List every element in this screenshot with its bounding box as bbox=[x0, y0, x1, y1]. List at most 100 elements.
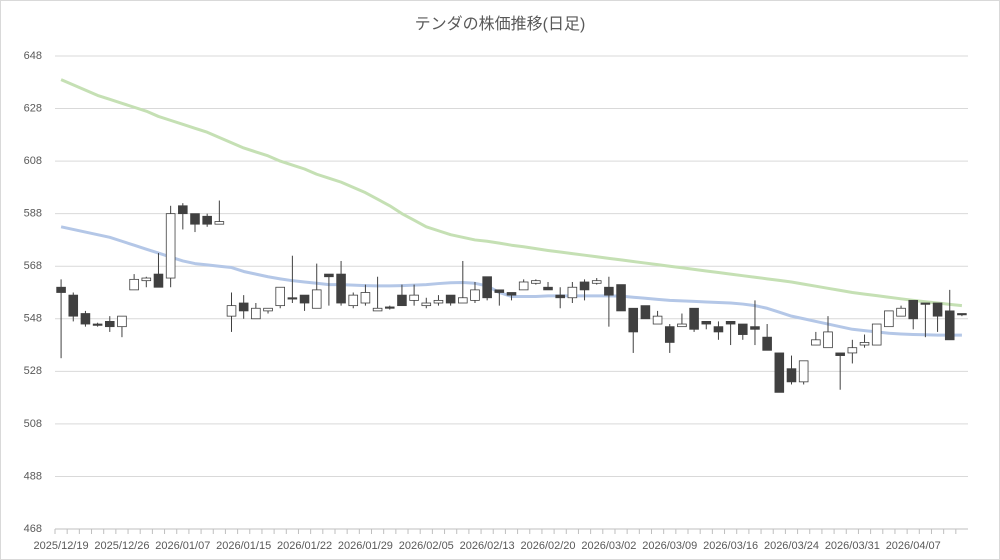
candle-body bbox=[226, 305, 237, 317]
candle-body bbox=[531, 280, 541, 284]
x-tick-label: 2026/03/16 bbox=[703, 540, 758, 552]
candle-body bbox=[433, 299, 444, 304]
y-tick-label: 468 bbox=[24, 523, 42, 535]
candle-body bbox=[190, 213, 200, 225]
y-tick-label: 548 bbox=[24, 313, 42, 325]
y-tick-label: 648 bbox=[24, 50, 42, 62]
x-tick-label: 2026/01/22 bbox=[277, 540, 332, 552]
candle-body bbox=[275, 286, 285, 307]
candle-body bbox=[762, 336, 772, 351]
candle-body bbox=[117, 315, 127, 328]
candle-body bbox=[738, 323, 748, 335]
candle-body bbox=[640, 305, 651, 320]
x-tick-label: 2026/01/29 bbox=[338, 540, 393, 552]
candle-body bbox=[251, 307, 261, 320]
x-tick-label: 2026/02/05 bbox=[399, 540, 454, 552]
candle-body bbox=[494, 289, 505, 293]
y-tick-label: 488 bbox=[24, 470, 42, 482]
candle-body bbox=[92, 323, 103, 326]
candle-body bbox=[56, 286, 66, 293]
candle-body bbox=[944, 310, 955, 341]
candle-body bbox=[299, 294, 310, 304]
candle-body bbox=[543, 286, 553, 291]
candle-body bbox=[153, 273, 164, 288]
y-tick-label: 628 bbox=[24, 102, 42, 114]
candle-body bbox=[178, 205, 188, 215]
candle-body bbox=[482, 276, 492, 299]
candle-body bbox=[823, 331, 833, 349]
candle-body bbox=[798, 360, 809, 383]
candle-body bbox=[628, 307, 639, 333]
candle-body bbox=[567, 286, 578, 299]
candle-body bbox=[311, 289, 322, 309]
candle-body bbox=[506, 292, 517, 296]
candle-body bbox=[604, 286, 614, 296]
candle-body bbox=[421, 302, 432, 307]
candle-body bbox=[165, 213, 176, 279]
y-tick-label: 608 bbox=[24, 155, 42, 167]
candle-body bbox=[141, 277, 152, 282]
y-tick-label: 508 bbox=[24, 418, 42, 430]
candle-body bbox=[689, 307, 699, 330]
candle-body bbox=[957, 313, 967, 316]
candle-body bbox=[725, 321, 736, 325]
candle-body bbox=[932, 302, 943, 317]
candle-body bbox=[786, 368, 797, 383]
x-tick-label: 2026/01/07 bbox=[155, 540, 210, 552]
moving-average-line bbox=[60, 78, 963, 308]
candle-body bbox=[518, 281, 529, 291]
candle-body bbox=[701, 321, 712, 325]
candle-body bbox=[555, 294, 565, 299]
candle-body bbox=[336, 273, 346, 304]
candle-body bbox=[859, 342, 870, 346]
candle-body bbox=[214, 221, 225, 225]
candle-body bbox=[397, 294, 407, 307]
candle-body bbox=[835, 352, 845, 356]
y-tick-label: 588 bbox=[24, 208, 42, 220]
candle-body bbox=[591, 280, 602, 284]
candle-body bbox=[896, 307, 906, 317]
candle-body bbox=[372, 307, 383, 312]
candle-body bbox=[652, 315, 663, 325]
x-tick-label: 2026/01/15 bbox=[216, 540, 271, 552]
x-tick-label: 2026/03/02 bbox=[581, 540, 636, 552]
candle-body bbox=[129, 278, 139, 291]
x-tick-label: 2026/02/20 bbox=[520, 540, 575, 552]
chart-title: テンダの株価推移(日足) bbox=[415, 15, 586, 33]
x-tick-label: 2025/12/26 bbox=[94, 540, 149, 552]
x-tick-label: 2026/04/07 bbox=[886, 540, 941, 552]
candle-body bbox=[68, 294, 79, 317]
candle-body bbox=[104, 321, 115, 328]
candle-body bbox=[470, 289, 480, 301]
candle-body bbox=[458, 297, 468, 304]
candle-body bbox=[664, 326, 675, 343]
candle-body bbox=[811, 339, 821, 346]
candle-body bbox=[579, 281, 590, 291]
candle-body bbox=[920, 302, 931, 305]
candle-body bbox=[750, 326, 760, 330]
candle-body bbox=[847, 347, 858, 354]
candle-body bbox=[616, 284, 626, 312]
candle-body bbox=[713, 326, 724, 333]
candle-body bbox=[409, 294, 419, 301]
x-tick-label: 2026/03/24 bbox=[764, 540, 819, 552]
x-tick-label: 2026/03/09 bbox=[642, 540, 697, 552]
candle-body bbox=[677, 323, 687, 328]
candle-body bbox=[908, 299, 919, 320]
candle-body bbox=[871, 323, 882, 346]
candle-body bbox=[348, 294, 359, 307]
candle-body bbox=[238, 302, 249, 312]
candle-body bbox=[384, 306, 395, 309]
candle-body bbox=[202, 215, 212, 225]
y-tick-label: 568 bbox=[24, 260, 42, 272]
y-tick-label: 528 bbox=[24, 365, 42, 377]
candle-body bbox=[287, 297, 298, 300]
x-tick-label: 2025/12/19 bbox=[34, 540, 89, 552]
x-tick-label: 2026/03/31 bbox=[825, 540, 880, 552]
candle-body bbox=[263, 307, 273, 312]
candle-body bbox=[80, 313, 91, 325]
candle-body bbox=[360, 292, 371, 304]
x-tick-label: 2026/02/13 bbox=[460, 540, 515, 552]
